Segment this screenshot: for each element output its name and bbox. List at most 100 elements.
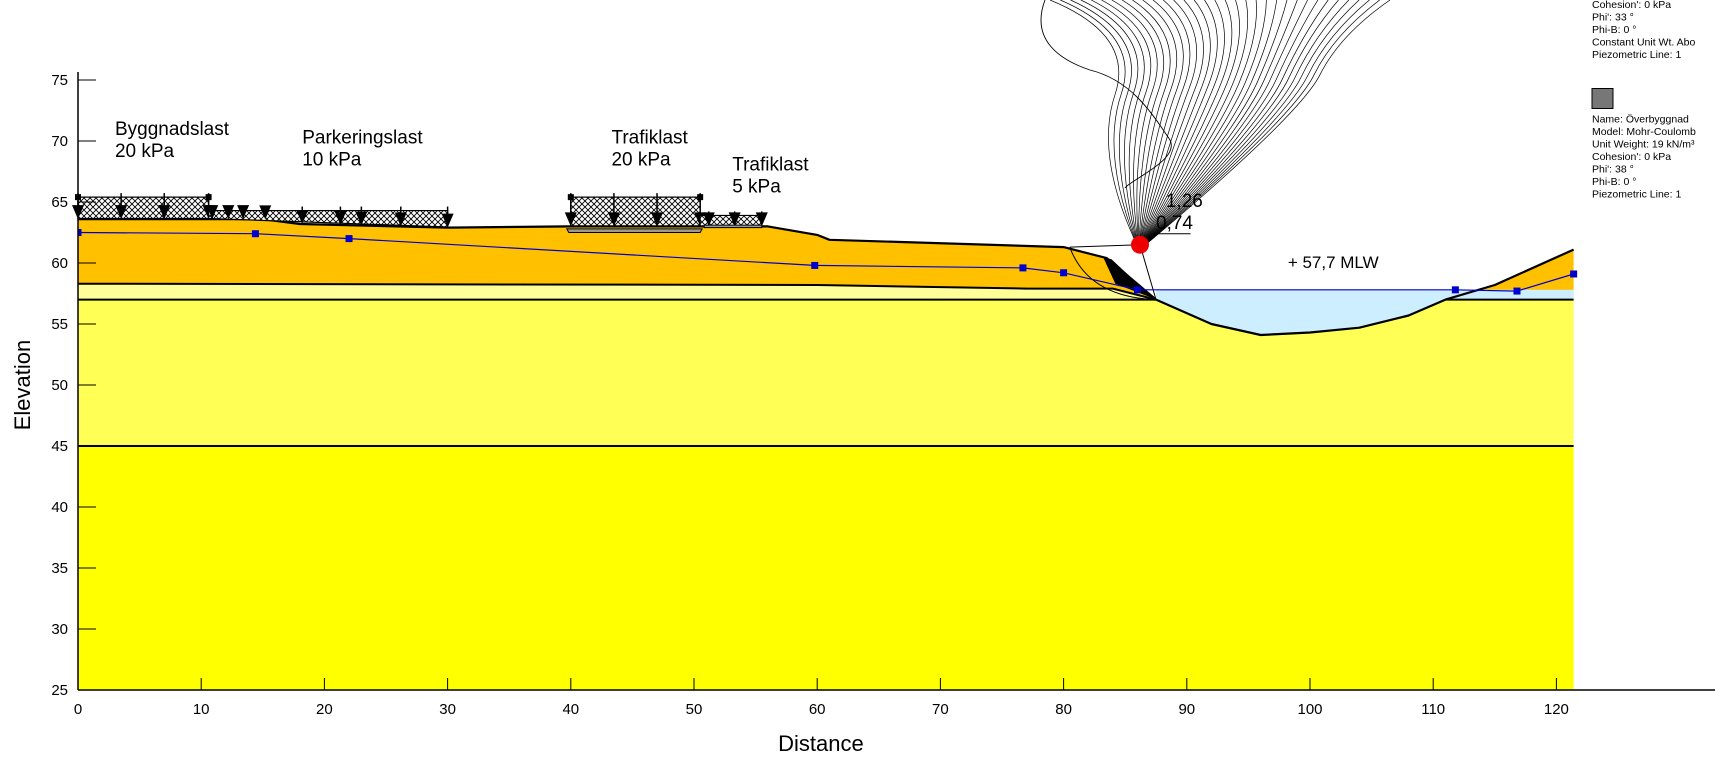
contour-line [1147, 0, 1380, 243]
critical-slip-center-marker [1130, 235, 1149, 254]
legend-material-swatch [1591, 88, 1614, 109]
contour-line [1141, 0, 1233, 243]
soil-layer-bottom-layer [78, 446, 1574, 690]
load-arrow-head [394, 212, 407, 227]
y-tick-label: 70 [51, 133, 68, 150]
contour-line [1080, 0, 1139, 243]
y-tick-label: 40 [51, 499, 68, 516]
load-magnitude-label: 20 kPa [115, 141, 175, 162]
contour-line [1143, 0, 1278, 243]
contour-line [1049, 0, 1137, 243]
legend-line: Constant Unit Wt. Abo [1592, 37, 1695, 49]
legend-line: Phi': 33 ° [1592, 12, 1634, 24]
legend-line: Phi-B: 0 ° [1592, 24, 1636, 36]
load-arrow-head [296, 210, 309, 225]
layer-boundary-line [78, 282, 1157, 301]
contour-line [1142, 0, 1240, 243]
legend-line: Model: Mohr-Coulomb [1592, 126, 1696, 138]
slip-arc [1069, 246, 1157, 301]
y-tick-label: 50 [51, 377, 68, 394]
load-name-label: Parkeringslast [302, 127, 423, 148]
contour-line [1140, 0, 1204, 243]
load-magnitude-label: 5 kPa [732, 176, 781, 197]
contour-line [1139, 0, 1184, 243]
x-tick-label: 30 [439, 701, 456, 718]
legend-line: Phi-B: 0 ° [1592, 176, 1636, 188]
piezometric-point [1451, 286, 1459, 294]
piezometric-point [251, 230, 259, 238]
soil-layer-middle-layer [78, 299, 1574, 446]
load-magnitude-label: 20 kPa [611, 149, 671, 170]
soil-layer-right-fill [1445, 249, 1574, 300]
load-arrow-head [355, 211, 368, 226]
piezometric-polyline [78, 231, 1574, 292]
y-tick-label: 35 [51, 560, 68, 577]
y-tick-label: 75 [51, 72, 68, 89]
load-arrow-head [206, 205, 219, 220]
piezometric-point [345, 235, 353, 243]
y-tick-label: 25 [51, 682, 68, 699]
legend-line: Cohesion': 0 kPa [1592, 151, 1671, 163]
legend-line: Name: Överbyggnad [1592, 114, 1689, 126]
contour-line [1142, 0, 1249, 243]
contour-line [1143, 0, 1257, 243]
x-tick-label: 60 [809, 701, 826, 718]
load-base-slab [565, 228, 704, 233]
legend-line: Unit Weight: 19 kN/m³ [1592, 139, 1695, 151]
contour-line [1143, 0, 1267, 243]
water-level-label: + 57,7 MLW [1288, 253, 1379, 272]
load-base-slab [703, 224, 763, 229]
contour-line [1060, 0, 1137, 243]
contour-line [1101, 0, 1152, 243]
piezometric-point [78, 229, 82, 236]
contour-line [1146, 0, 1350, 243]
annotations: 1,26 0,74 + 57,7 MLW [1130, 191, 1379, 272]
load-arrow-head [728, 212, 741, 227]
contour-line [1147, 0, 1370, 243]
x-tick-label: 0 [74, 701, 82, 718]
load-arrow-head [564, 212, 577, 227]
y-tick-label: 45 [51, 438, 68, 455]
y-tick-label: 65 [51, 194, 68, 211]
x-tick-label: 20 [316, 701, 333, 718]
x-tick-label: 10 [193, 701, 210, 718]
contour-line [1141, 0, 1225, 243]
contour-line [1144, 0, 1298, 243]
load-arrow-head [441, 213, 454, 228]
x-tick-label: 110 [1421, 701, 1445, 718]
water-area [1156, 289, 1574, 335]
load-name-label: Trafiklast [611, 127, 688, 148]
load-arrow-head [334, 210, 347, 225]
legend-line: Piezometric Line: 1 [1592, 49, 1681, 61]
contour-line [1139, 0, 1191, 243]
x-tick-label: 100 [1297, 701, 1322, 718]
safety-factor-contours [1040, 0, 1391, 243]
y-tick-label: 60 [51, 255, 68, 272]
load-hatch [77, 196, 210, 220]
load-name-label: Trafiklast [732, 154, 809, 175]
contour-line [1070, 0, 1138, 243]
load-arrow-head [702, 212, 715, 227]
load-arrow-head [259, 205, 272, 220]
load-arrow-head [237, 205, 250, 220]
contour-outer-line [1040, 0, 1172, 189]
load-hatch [570, 196, 701, 227]
piezometric-point [1513, 287, 1521, 295]
piezometric-point [811, 261, 819, 269]
contour-line [1140, 0, 1211, 243]
contour-line [1111, 0, 1158, 243]
x-tick-label: 120 [1544, 701, 1569, 718]
contour-line [1144, 0, 1288, 243]
soil-layers [78, 219, 1574, 690]
factor-of-safety-value: 0,74 [1156, 213, 1193, 234]
slip-radius-line [1139, 244, 1157, 300]
x-axis-title: Distance [778, 731, 864, 756]
contour-line [1145, 0, 1339, 243]
contour-line [1145, 0, 1329, 243]
x-tick-label: 70 [932, 701, 949, 718]
y-axis-title: Elevation [10, 340, 35, 431]
